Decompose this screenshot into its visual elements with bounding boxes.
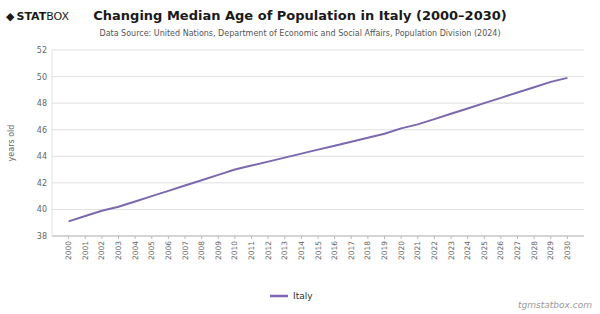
x-tick-label: 2003 xyxy=(114,241,123,260)
x-tick-label: 2024 xyxy=(463,241,472,260)
title: Changing Median Age of Population in Ita… xyxy=(93,8,506,23)
grid-line xyxy=(52,50,584,51)
x-tick-label: 2026 xyxy=(496,241,505,260)
x-tick xyxy=(284,236,285,239)
x-tick xyxy=(185,236,186,239)
x-tick-label: 2002 xyxy=(97,241,106,260)
y-axis-label: years old xyxy=(7,125,16,162)
logo: ◆STATBOX xyxy=(6,10,70,23)
x-tick-label: 2020 xyxy=(397,241,406,260)
logo-text: STAT xyxy=(16,10,46,23)
legend-label: Italy xyxy=(293,291,313,301)
x-tick xyxy=(351,236,352,239)
x-tick xyxy=(417,236,418,239)
x-tick-label: 2028 xyxy=(530,241,539,260)
logo-mark: ◆ xyxy=(6,10,15,23)
logo-text: BOX xyxy=(46,10,69,23)
x-tick xyxy=(85,236,86,239)
x-tick xyxy=(251,236,252,239)
grid-line xyxy=(52,76,584,77)
x-tick-label: 2009 xyxy=(214,241,223,260)
subtitle: Data Source: United Nations, Department … xyxy=(99,29,500,38)
x-tick xyxy=(135,236,136,239)
y-tick-label: 44 xyxy=(37,152,47,161)
x-tick xyxy=(151,236,152,239)
y-axis-line xyxy=(52,50,53,236)
x-tick-label: 2030 xyxy=(563,241,572,260)
watermark: tgmstatbox.com xyxy=(518,300,592,310)
x-tick-label: 2018 xyxy=(363,241,372,260)
x-tick xyxy=(401,236,402,239)
x-tick-label: 2016 xyxy=(330,241,339,260)
x-tick xyxy=(500,236,501,239)
x-tick-label: 2001 xyxy=(81,241,90,260)
chart: Changing Median Age of Population in Ita… xyxy=(0,0,600,314)
line xyxy=(69,78,568,221)
x-tick-label: 2017 xyxy=(347,241,356,260)
y-tick-label: 38 xyxy=(37,232,47,241)
x-tick-label: 2011 xyxy=(247,241,256,260)
x-tick-label: 2025 xyxy=(480,241,489,260)
y-tick-label: 52 xyxy=(37,46,47,55)
x-tick-label: 2012 xyxy=(264,241,273,260)
x-tick-label: 2029 xyxy=(546,241,555,260)
grid-line xyxy=(52,156,584,157)
x-tick xyxy=(101,236,102,239)
x-tick-label: 2014 xyxy=(297,241,306,260)
x-tick xyxy=(517,236,518,239)
x-tick xyxy=(118,236,119,239)
x-tick xyxy=(434,236,435,239)
y-tick-label: 42 xyxy=(37,179,47,188)
plot-area xyxy=(69,78,568,221)
x-tick-label: 2021 xyxy=(413,241,422,260)
x-tick xyxy=(334,236,335,239)
x-tick xyxy=(301,236,302,239)
x-tick-label: 2019 xyxy=(380,241,389,260)
x-tick xyxy=(234,236,235,239)
y-tick-label: 48 xyxy=(37,99,47,108)
grid-line xyxy=(52,209,584,210)
x-tick-label: 2006 xyxy=(164,241,173,260)
x-tick xyxy=(318,236,319,239)
x-tick-label: 2015 xyxy=(314,241,323,260)
x-tick xyxy=(484,236,485,239)
x-tick-label: 2023 xyxy=(447,241,456,260)
x-tick-label: 2005 xyxy=(147,241,156,260)
x-tick xyxy=(534,236,535,239)
x-tick xyxy=(550,236,551,239)
y-tick-label: 50 xyxy=(37,73,47,82)
x-tick xyxy=(68,236,69,239)
grid-line xyxy=(52,129,584,130)
x-tick-label: 2000 xyxy=(64,241,73,260)
y-tick-label: 40 xyxy=(37,205,47,214)
x-tick-label: 2007 xyxy=(181,241,190,260)
x-tick xyxy=(367,236,368,239)
x-tick-label: 2010 xyxy=(230,241,239,260)
x-tick-label: 2004 xyxy=(131,241,140,260)
grid-line xyxy=(52,103,584,104)
x-tick xyxy=(467,236,468,239)
x-tick xyxy=(201,236,202,239)
y-tick-label: 46 xyxy=(37,126,47,135)
x-tick xyxy=(567,236,568,239)
x-tick xyxy=(168,236,169,239)
x-tick-label: 2013 xyxy=(280,241,289,260)
legend: Italy xyxy=(270,291,313,301)
x-tick xyxy=(218,236,219,239)
legend-swatch xyxy=(270,295,288,298)
x-tick xyxy=(268,236,269,239)
x-tick xyxy=(451,236,452,239)
grid-line xyxy=(52,182,584,183)
x-tick-label: 2027 xyxy=(513,241,522,260)
x-tick-label: 2022 xyxy=(430,241,439,260)
x-tick xyxy=(384,236,385,239)
x-tick-label: 2008 xyxy=(197,241,206,260)
